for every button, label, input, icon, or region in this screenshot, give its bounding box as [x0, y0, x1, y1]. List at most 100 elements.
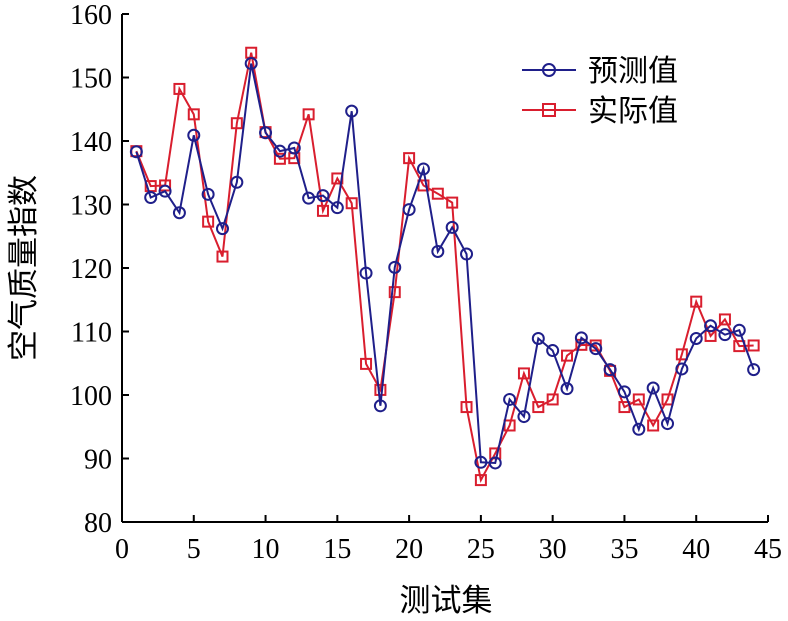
series-actual	[130, 46, 760, 487]
data-point	[388, 286, 401, 299]
x-tick-label: 5	[187, 534, 201, 565]
data-point	[488, 456, 502, 470]
y-tick-label: 140	[70, 127, 112, 158]
data-point	[675, 348, 688, 361]
data-point	[373, 399, 387, 413]
data-point	[316, 204, 329, 217]
series-predicted	[129, 57, 761, 470]
data-point	[402, 203, 416, 217]
data-point	[718, 328, 732, 342]
data-point	[403, 152, 416, 165]
data-point	[446, 196, 459, 209]
x-tick-label: 10	[252, 534, 280, 565]
legend-item: 实际值	[522, 94, 678, 129]
data-point	[215, 222, 229, 236]
y-tick-label: 90	[84, 445, 112, 476]
data-point	[574, 331, 588, 345]
data-point	[187, 128, 201, 142]
y-tick-label: 120	[70, 254, 112, 285]
y-tick-label: 80	[84, 508, 112, 539]
data-point	[360, 357, 373, 370]
data-point	[589, 342, 603, 356]
legend-label: 预测值	[588, 54, 678, 89]
x-tick-label: 30	[539, 534, 567, 565]
data-point	[302, 108, 315, 121]
data-point	[201, 187, 215, 201]
data-point	[287, 141, 301, 155]
data-point	[345, 197, 358, 210]
x-axis-title: 测试集	[400, 583, 493, 619]
x-axis-ticks: 0 5 10 15 20 25 30 35 40 45	[115, 515, 782, 565]
data-point	[503, 392, 517, 406]
data-point	[316, 189, 330, 203]
x-tick-label: 40	[682, 534, 710, 565]
data-point	[129, 145, 143, 159]
data-point	[617, 385, 631, 399]
x-tick-label: 15	[323, 534, 351, 565]
data-point	[690, 295, 703, 308]
x-tick-label: 35	[610, 534, 638, 565]
data-point	[732, 323, 746, 337]
axes	[121, 14, 768, 523]
data-point	[689, 331, 703, 345]
data-point	[244, 57, 258, 71]
y-axis-title: 空气质量指数	[6, 175, 42, 361]
x-tick-label: 20	[395, 534, 423, 565]
data-point	[431, 187, 444, 200]
data-point	[603, 363, 617, 377]
data-point	[202, 215, 215, 228]
data-point	[187, 108, 200, 121]
data-point	[546, 393, 559, 406]
data-point	[718, 313, 731, 326]
data-point	[330, 201, 344, 215]
data-point	[460, 401, 473, 414]
data-point	[560, 382, 574, 396]
data-point	[302, 191, 316, 205]
data-point	[517, 410, 531, 424]
data-point	[532, 401, 545, 414]
data-point	[661, 417, 675, 431]
data-point	[345, 104, 359, 118]
data-point	[431, 244, 445, 258]
data-point	[546, 344, 560, 358]
data-point	[474, 474, 487, 487]
data-point	[273, 152, 286, 165]
data-point	[747, 363, 761, 377]
y-tick-label: 160	[70, 0, 112, 31]
data-point	[647, 419, 660, 432]
legend-marker	[542, 103, 556, 117]
data-point	[158, 184, 172, 198]
data-point	[646, 381, 660, 395]
x-tick-label: 45	[754, 534, 782, 565]
data-point	[216, 250, 229, 263]
y-tick-label: 110	[71, 318, 112, 349]
series-line	[135, 63, 755, 464]
y-axis-ticks: 80 90 100 110 120 130 140 150 160	[70, 0, 129, 539]
data-point	[747, 339, 760, 352]
data-point	[460, 247, 474, 261]
data-point	[259, 126, 273, 140]
legend-item: 预测值	[522, 54, 678, 89]
y-tick-label: 130	[70, 191, 112, 222]
data-point	[632, 393, 645, 406]
data-point	[445, 220, 459, 234]
data-point	[675, 362, 689, 376]
data-point	[517, 367, 530, 380]
x-tick-label: 25	[467, 534, 495, 565]
data-point	[388, 260, 402, 274]
legend-marker	[542, 63, 556, 77]
series-layer	[129, 46, 761, 487]
data-point	[144, 191, 158, 205]
data-point	[474, 455, 488, 469]
legend-label: 实际值	[588, 94, 678, 129]
x-tick-label: 0	[115, 534, 129, 565]
data-point	[632, 422, 646, 436]
data-point	[531, 331, 545, 345]
data-point	[661, 393, 674, 406]
data-point	[374, 383, 387, 396]
data-point	[230, 175, 244, 189]
y-tick-label: 150	[70, 64, 112, 95]
data-point	[561, 349, 574, 362]
